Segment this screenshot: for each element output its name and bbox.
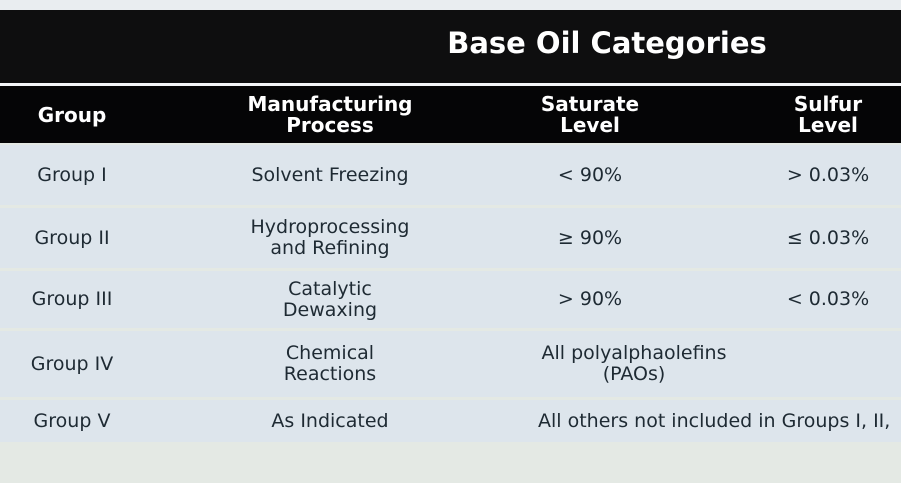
cell-line: Manufacturing bbox=[247, 92, 413, 116]
cell: Group V bbox=[34, 400, 111, 442]
row-bg bbox=[0, 331, 901, 397]
cell: > 90% bbox=[558, 271, 622, 328]
span-cell: All polyalphaolefins (PAOs) bbox=[542, 331, 727, 397]
cell: Hydroprocessing and Refining bbox=[250, 208, 409, 268]
header-band bbox=[0, 86, 901, 143]
cell-line: Group IV bbox=[30, 352, 114, 375]
cell: Solvent Freezing bbox=[251, 145, 408, 205]
cell: As Indicated bbox=[271, 400, 388, 442]
cell: Chemical Reactions bbox=[284, 331, 376, 397]
cell-line: All others not included in Groups I, II, bbox=[538, 409, 891, 432]
row-bg bbox=[0, 271, 901, 328]
cell-line: Level bbox=[798, 113, 858, 137]
top-strip bbox=[0, 0, 901, 10]
header-cell: Saturate Level bbox=[541, 88, 639, 142]
cell-line: Reactions bbox=[283, 363, 377, 385]
cell-line: As Indicated bbox=[271, 409, 389, 432]
title-band bbox=[0, 10, 901, 83]
cell-line: Group II bbox=[34, 226, 110, 249]
cell-line: Saturate bbox=[540, 92, 640, 116]
cell: ≤ 0.03% bbox=[787, 208, 869, 268]
cell: < 0.03% bbox=[787, 271, 869, 328]
cell-line: Group I bbox=[37, 163, 107, 186]
cell: > 0.03% bbox=[787, 145, 869, 205]
row-bg bbox=[0, 400, 901, 442]
cell: Catalytic Dewaxing bbox=[283, 271, 377, 328]
cell-line: < 0.03% bbox=[786, 288, 870, 310]
cell-line: Level bbox=[560, 113, 620, 137]
cell-line: Hydroprocessing bbox=[250, 216, 410, 238]
cell-line: All polyalphaolefins bbox=[541, 342, 727, 364]
cell-line: (PAOs) bbox=[602, 363, 666, 385]
cell-line: and Refining bbox=[270, 237, 390, 259]
header-cell: Manufacturing Process bbox=[248, 88, 413, 142]
cell-line: Group bbox=[37, 102, 107, 127]
cell-line: < 90% bbox=[557, 163, 623, 186]
cell: Group I bbox=[37, 145, 107, 205]
cell-line: Catalytic bbox=[288, 277, 372, 300]
separator bbox=[0, 83, 901, 86]
cell: Group IV bbox=[31, 331, 114, 397]
cell-line: ≤ 0.03% bbox=[786, 226, 870, 249]
cell-line: Group V bbox=[33, 409, 111, 432]
cell-line: Group III bbox=[31, 288, 113, 310]
cell-line: > 0.03% bbox=[786, 163, 870, 186]
cell-line: Process bbox=[286, 113, 374, 137]
row-bg bbox=[0, 145, 901, 205]
header-cell: Sulfur Level bbox=[794, 88, 862, 142]
span-cell: All others not included in Groups I, II, bbox=[538, 400, 890, 442]
cell-line: > 90% bbox=[557, 288, 623, 310]
cell-line: ≥ 90% bbox=[557, 226, 623, 249]
cell: Group III bbox=[32, 271, 113, 328]
cell-line: Chemical bbox=[285, 342, 375, 364]
cell-line: Sulfur bbox=[793, 92, 863, 116]
cell: ≥ 90% bbox=[558, 208, 622, 268]
header-cell: Group bbox=[38, 88, 107, 142]
title: Base Oil Categories bbox=[447, 26, 767, 60]
row-bg bbox=[0, 208, 901, 268]
cell: Group II bbox=[34, 208, 109, 268]
cell-line: Solvent Freezing bbox=[251, 163, 409, 186]
cell: < 90% bbox=[558, 145, 622, 205]
cell-line: Dewaxing bbox=[282, 298, 378, 321]
